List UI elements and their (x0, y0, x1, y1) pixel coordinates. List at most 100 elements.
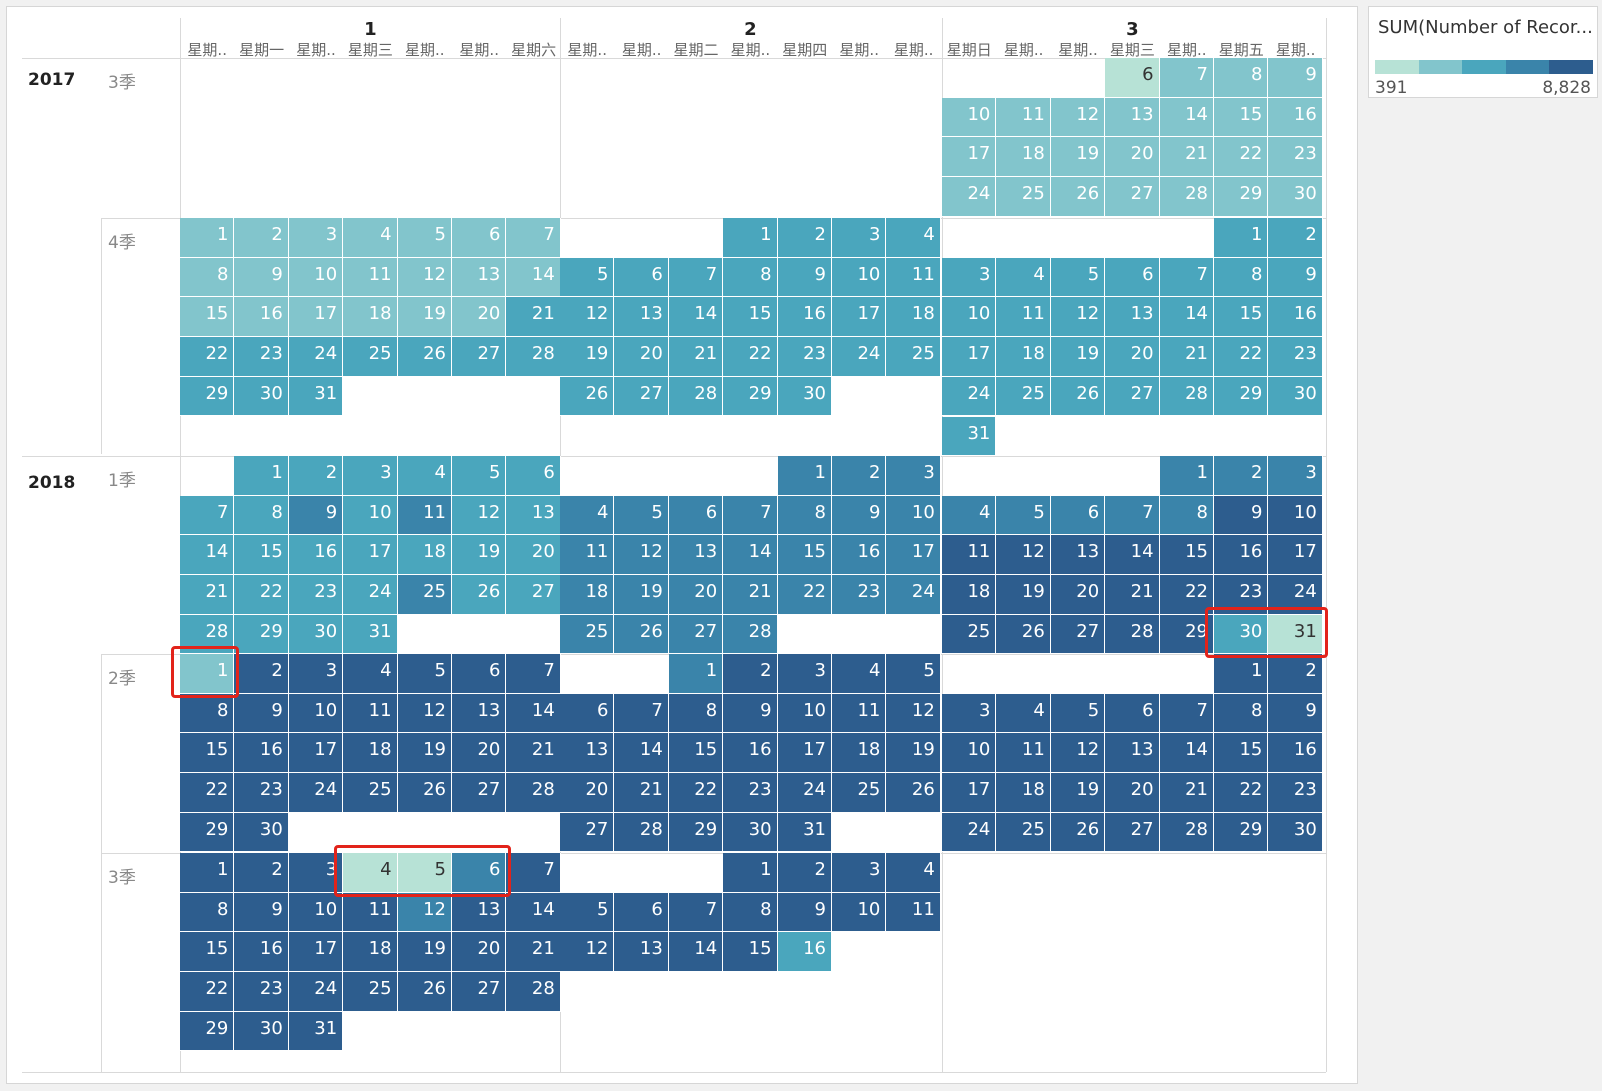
heatmap-cell[interactable]: 16 (1214, 535, 1269, 576)
heatmap-cell[interactable]: 28 (506, 773, 561, 813)
heatmap-cell[interactable]: 26 (397, 972, 452, 1012)
heatmap-cell[interactable]: 23 (234, 337, 289, 377)
heatmap-cell[interactable]: 21 (506, 297, 561, 338)
heatmap-cell[interactable]: 17 (288, 297, 344, 338)
heatmap-cell[interactable]: 21 (180, 575, 235, 615)
heatmap-cell[interactable]: 18 (996, 337, 1051, 377)
heatmap-cell[interactable]: 4 (886, 853, 941, 893)
heatmap-cell[interactable]: 3 (942, 693, 997, 734)
heatmap-cell[interactable]: 15 (180, 297, 235, 338)
heatmap-cell[interactable]: 25 (942, 614, 997, 655)
heatmap-cell[interactable]: 23 (1268, 137, 1323, 178)
heatmap-cell[interactable]: 28 (1159, 376, 1214, 417)
heatmap-cell[interactable]: 27 (452, 972, 507, 1012)
heatmap-cell[interactable]: 7 (668, 257, 724, 298)
heatmap-cell[interactable]: 7 (506, 218, 561, 258)
heatmap-cell[interactable]: 18 (942, 575, 997, 615)
heatmap-cell[interactable]: 7 (668, 892, 724, 933)
heatmap-cell[interactable]: 6 (1050, 495, 1106, 536)
heatmap-cell[interactable]: 14 (1159, 733, 1214, 774)
heatmap-cell[interactable]: 20 (1050, 575, 1106, 615)
heatmap-cell[interactable]: 6 (614, 892, 669, 933)
heatmap-cell[interactable]: 5 (1050, 257, 1106, 298)
heatmap-cell[interactable]: 28 (1105, 614, 1160, 655)
heatmap-cell[interactable]: 9 (1268, 58, 1323, 98)
heatmap-cell[interactable]: 8 (1159, 495, 1214, 536)
heatmap-cell[interactable]: 18 (343, 733, 398, 774)
heatmap-cell[interactable]: 23 (1214, 575, 1269, 615)
heatmap-cell[interactable]: 22 (1159, 575, 1214, 615)
heatmap-cell[interactable]: 29 (1159, 614, 1214, 655)
heatmap-cell[interactable]: 7 (506, 853, 561, 893)
heatmap-cell[interactable]: 31 (1268, 614, 1323, 655)
heatmap-cell[interactable]: 14 (668, 932, 724, 973)
heatmap-cell[interactable]: 14 (1159, 97, 1214, 138)
heatmap-cell[interactable]: 20 (614, 337, 669, 377)
heatmap-cell[interactable]: 18 (397, 535, 452, 576)
heatmap-cell[interactable]: 21 (506, 932, 561, 973)
heatmap-cell[interactable]: 18 (560, 575, 615, 615)
heatmap-cell[interactable]: 26 (397, 337, 452, 377)
heatmap-cell[interactable]: 10 (1268, 495, 1323, 536)
heatmap-cell[interactable]: 22 (723, 337, 778, 377)
heatmap-cell[interactable]: 30 (234, 812, 289, 853)
heatmap-cell[interactable]: 27 (1105, 812, 1160, 853)
heatmap-cell[interactable]: 4 (397, 456, 452, 496)
heatmap-cell[interactable]: 8 (180, 892, 235, 933)
heatmap-cell[interactable]: 11 (996, 97, 1051, 138)
heatmap-cell[interactable]: 6 (1105, 693, 1160, 734)
heatmap-cell[interactable]: 2 (832, 456, 887, 496)
heatmap-cell[interactable]: 18 (996, 773, 1051, 813)
heatmap-cell[interactable]: 10 (288, 693, 344, 734)
heatmap-cell[interactable]: 21 (668, 337, 724, 377)
heatmap-cell[interactable]: 11 (343, 257, 398, 298)
heatmap-cell[interactable]: 6 (452, 654, 507, 694)
heatmap-cell[interactable]: 16 (288, 535, 344, 576)
heatmap-cell[interactable]: 27 (1105, 177, 1160, 217)
heatmap-cell[interactable]: 9 (1268, 257, 1323, 298)
heatmap-cell[interactable]: 1 (234, 456, 289, 496)
heatmap-cell[interactable]: 25 (832, 773, 887, 813)
heatmap-cell[interactable]: 16 (234, 733, 289, 774)
heatmap-cell[interactable]: 13 (1105, 297, 1160, 338)
heatmap-cell[interactable]: 9 (1214, 495, 1269, 536)
heatmap-cell[interactable]: 22 (1214, 337, 1269, 377)
heatmap-cell[interactable]: 20 (668, 575, 724, 615)
heatmap-cell[interactable]: 11 (886, 892, 941, 933)
heatmap-cell[interactable]: 7 (723, 495, 778, 536)
heatmap-cell[interactable]: 7 (506, 654, 561, 694)
heatmap-cell[interactable]: 25 (886, 337, 941, 377)
heatmap-cell[interactable]: 28 (506, 972, 561, 1012)
heatmap-cell[interactable]: 3 (1268, 456, 1323, 496)
heatmap-cell[interactable]: 22 (180, 972, 235, 1012)
heatmap-cell[interactable]: 14 (180, 535, 235, 576)
heatmap-cell[interactable]: 13 (1105, 97, 1160, 138)
heatmap-cell[interactable]: 22 (668, 773, 724, 813)
heatmap-cell[interactable]: 13 (452, 693, 507, 734)
heatmap-cell[interactable]: 15 (1159, 535, 1214, 576)
heatmap-cell[interactable]: 16 (1268, 97, 1323, 138)
heatmap-cell[interactable]: 5 (452, 456, 507, 496)
heatmap-cell[interactable]: 1 (668, 654, 724, 694)
heatmap-cell[interactable]: 15 (1214, 733, 1269, 774)
heatmap-cell[interactable]: 6 (1105, 58, 1160, 98)
heatmap-cell[interactable]: 10 (288, 257, 344, 298)
heatmap-cell[interactable]: 26 (886, 773, 941, 813)
heatmap-cell[interactable]: 8 (1214, 257, 1269, 298)
heatmap-cell[interactable]: 9 (234, 693, 289, 734)
heatmap-cell[interactable]: 25 (560, 614, 615, 655)
heatmap-cell[interactable]: 12 (560, 297, 615, 338)
heatmap-cell[interactable]: 9 (777, 257, 832, 298)
heatmap-cell[interactable]: 1 (180, 654, 235, 694)
heatmap-cell[interactable]: 18 (343, 297, 398, 338)
heatmap-cell[interactable]: 23 (723, 773, 778, 813)
heatmap-cell[interactable]: 16 (832, 535, 887, 576)
heatmap-cell[interactable]: 4 (343, 654, 398, 694)
heatmap-cell[interactable]: 2 (1214, 456, 1269, 496)
heatmap-cell[interactable]: 17 (777, 733, 832, 774)
heatmap-cell[interactable]: 11 (397, 495, 452, 536)
heatmap-cell[interactable]: 13 (452, 257, 507, 298)
heatmap-cell[interactable]: 26 (560, 376, 615, 417)
heatmap-cell[interactable]: 5 (614, 495, 669, 536)
heatmap-cell[interactable]: 16 (777, 297, 832, 338)
